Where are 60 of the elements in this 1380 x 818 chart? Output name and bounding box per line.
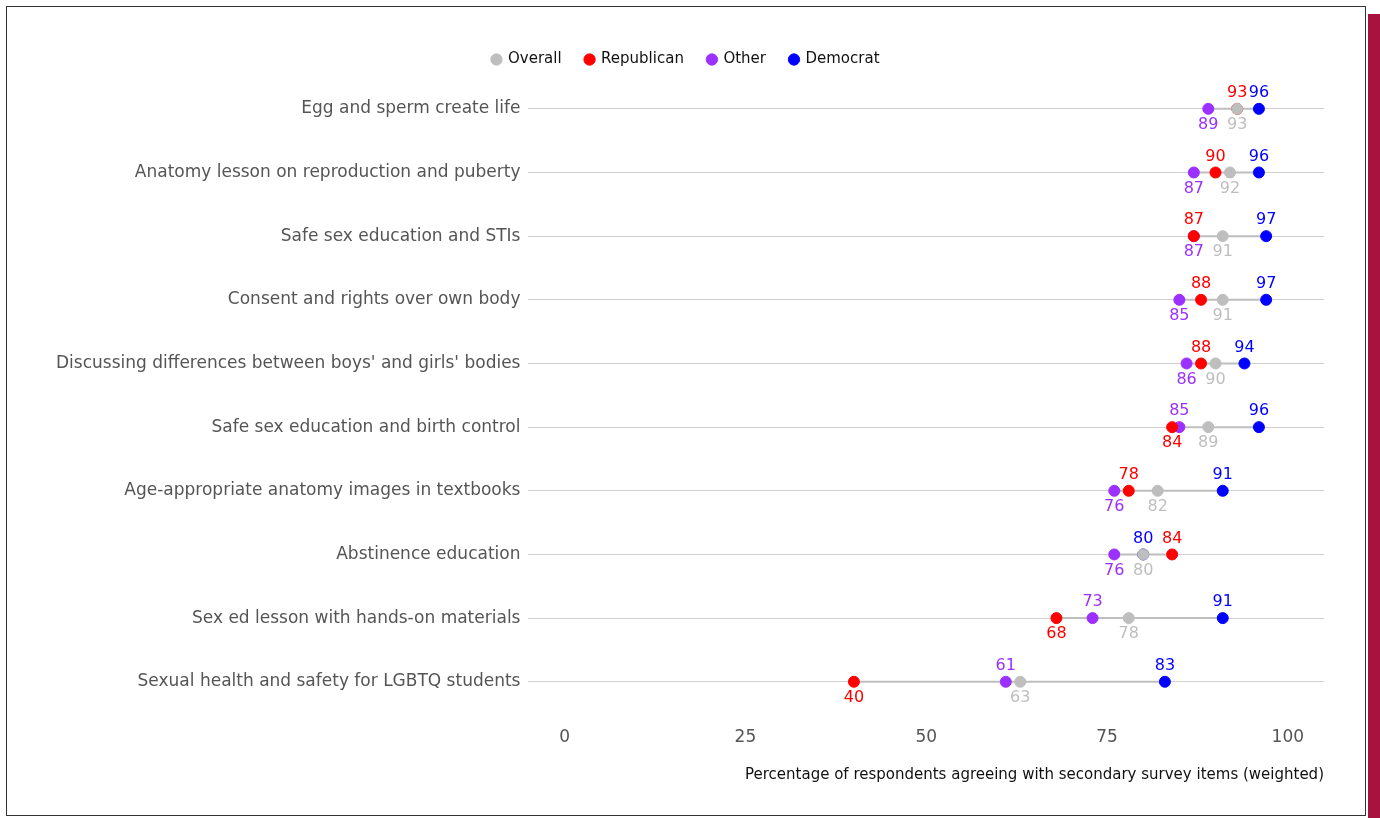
data-label: 80: [1133, 559, 1154, 579]
y-tick-label: Safe sex education and STIs: [280, 224, 521, 245]
y-tick-label: Abstinence education: [336, 542, 521, 563]
data-label: 84: [1161, 432, 1183, 452]
data-label: 84: [1161, 527, 1183, 547]
data-label: 87: [1183, 209, 1204, 229]
data-label: 86: [1176, 368, 1197, 388]
x-tick-label: 0: [559, 726, 571, 747]
y-tick-label: Consent and rights over own body: [227, 288, 521, 309]
data-label: 88: [1190, 272, 1212, 292]
data-label: 91: [1212, 463, 1233, 483]
y-tick-label: Sex ed lesson with hands-on materials: [191, 606, 521, 627]
data-label: 90: [1205, 145, 1226, 165]
data-label: 93: [1227, 113, 1248, 133]
data-label: 97: [1255, 209, 1277, 229]
data-label: 91: [1212, 241, 1233, 261]
y-tick-label: Egg and sperm create life: [301, 97, 521, 118]
y-tick-label: Age-appropriate anatomy images in textbooks: [124, 479, 521, 500]
data-label: 90: [1205, 368, 1226, 388]
data-label: 96: [1248, 400, 1270, 420]
data-label: 76: [1104, 495, 1125, 515]
legend-label: Overall: [507, 49, 562, 68]
x-axis-title: Percentage of respondents agreeing with secondary survey items (weighted): [745, 764, 1324, 783]
data-label: 85: [1169, 400, 1190, 420]
data-label: 61: [995, 654, 1016, 674]
data-label: 82: [1147, 495, 1168, 515]
data-label: 85: [1169, 304, 1190, 324]
data-label: 40: [843, 686, 865, 706]
data-label: 96: [1248, 145, 1270, 165]
data-label: 87: [1183, 241, 1204, 261]
data-label: 94: [1234, 336, 1255, 356]
data-label: 78: [1118, 463, 1139, 483]
legend-label: Other: [723, 49, 767, 68]
x-tick-label: 50: [915, 726, 938, 747]
x-tick-label: 75: [1096, 726, 1118, 747]
data-label: 83: [1154, 654, 1176, 674]
data-label: 80: [1133, 527, 1154, 547]
data-label: 87: [1183, 177, 1204, 197]
data-label: 89: [1198, 432, 1219, 452]
data-label: 91: [1212, 591, 1233, 611]
legend-label: Democrat: [805, 49, 880, 68]
data-label: 89: [1198, 113, 1219, 133]
data-label: 92: [1219, 177, 1241, 197]
data-label: 78: [1118, 623, 1139, 643]
legend-label: Republican: [601, 49, 684, 68]
data-label: 91: [1212, 304, 1233, 324]
data-label: 96: [1248, 81, 1270, 101]
data-label: 68: [1046, 623, 1067, 643]
data-label: 63: [1010, 686, 1031, 706]
y-tick-label: Discussing differences between boys' and girls' bodies: [55, 351, 521, 372]
data-label: 93: [1227, 81, 1248, 101]
data-label: 76: [1104, 559, 1125, 579]
x-tick-label: 100: [1271, 726, 1305, 747]
y-tick-label: Sexual health and safety for LGBTQ students: [137, 670, 521, 691]
data-label: 88: [1190, 336, 1212, 356]
y-tick-label: Safe sex education and birth control: [211, 415, 521, 436]
data-label: 97: [1255, 272, 1277, 292]
x-tick-label: 25: [734, 726, 757, 747]
y-tick-label: Anatomy lesson on reproduction and puberty: [134, 160, 521, 181]
data-label: 73: [1082, 591, 1103, 611]
